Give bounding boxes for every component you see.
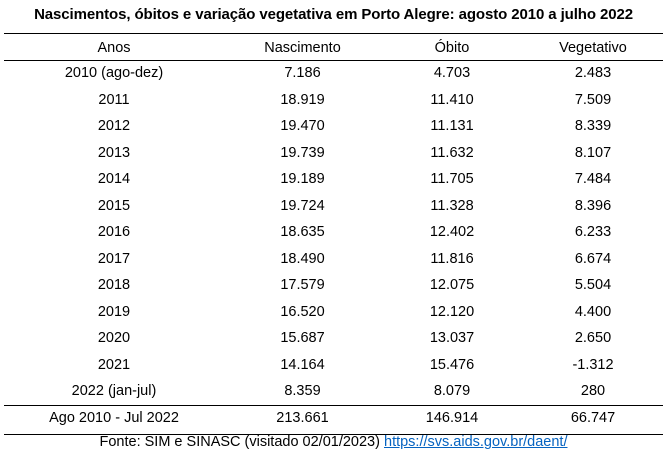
table-row: 2018 17.579 12.075 5.504: [4, 272, 663, 299]
total-births: 213.661: [276, 410, 329, 426]
cell-year: 2016: [97, 224, 131, 241]
cell-year: 2022 (jan-jul): [71, 383, 157, 400]
cell-births: 19.189: [280, 171, 325, 188]
cell-vegetative: 280: [580, 383, 606, 400]
cell-deaths: 15.476: [429, 356, 475, 373]
table-row: 2011 18.919 11.410 7.509: [4, 87, 663, 114]
header-row: Anos Nascimento Óbito Vegetativo: [4, 35, 663, 60]
total-vegetative: 66.747: [570, 410, 616, 426]
cell-deaths: 11.328: [430, 197, 474, 214]
cell-vegetative: 5.504: [574, 277, 612, 294]
cell-deaths: 12.075: [429, 277, 475, 294]
table-row: 2022 (jan-jul) 8.359 8.079 280: [4, 378, 663, 405]
cell-deaths: 4.703: [433, 65, 471, 82]
cell-deaths: 12.402: [429, 224, 475, 241]
cell-deaths: 13.037: [429, 330, 475, 347]
header-births: Nascimento: [264, 39, 341, 56]
cell-births: 18.919: [280, 91, 325, 108]
table-row: 2013 19.739 11.632 8.107: [4, 140, 663, 167]
births-deaths-table: Anos Nascimento Óbito Vegetativo 2010 (a…: [4, 35, 663, 432]
cell-vegetative: 6.233: [574, 224, 612, 241]
total-deaths: 146.914: [425, 410, 479, 426]
table-row: 2020 15.687 13.037 2.650: [4, 325, 663, 352]
cell-births: 15.687: [280, 330, 325, 347]
cell-births: 16.520: [280, 303, 325, 320]
table-row: 2012 19.470 11.131 8.339: [4, 113, 663, 140]
table-row: 2014 19.189 11.705 7.484: [4, 166, 663, 193]
cell-vegetative: 8.339: [574, 118, 612, 135]
cell-vegetative: 2.483: [574, 65, 612, 82]
cell-deaths: 11.632: [430, 144, 474, 161]
header-rule: [4, 60, 663, 61]
cell-vegetative: 8.107: [574, 144, 612, 161]
cell-year: 2014: [97, 171, 131, 188]
cell-deaths: 12.120: [429, 303, 475, 320]
cell-year: 2013: [97, 144, 131, 161]
source-note: Fonte: SIM e SINASC (visitado 02/01/2023…: [0, 434, 667, 450]
header-deaths: Óbito: [434, 39, 470, 56]
top-rule: [4, 33, 663, 34]
header-vegetative: Vegetativo: [559, 39, 627, 56]
total-label: Ago 2010 - Jul 2022: [49, 410, 179, 426]
total-row: Ago 2010 - Jul 2022 213.661 146.914 66.7…: [4, 405, 663, 432]
table-title: Nascimentos, óbitos e variação vegetativ…: [34, 6, 633, 23]
total-bottom-rule: [4, 434, 663, 435]
cell-year: 2019: [97, 303, 131, 320]
cell-births: 17.579: [280, 277, 325, 294]
table-row: 2016 18.635 12.402 6.233: [4, 219, 663, 246]
cell-year: 2012: [97, 118, 131, 135]
cell-year: 2010 (ago-dez): [64, 65, 164, 82]
cell-vegetative: 7.509: [574, 91, 612, 108]
cell-births: 19.739: [280, 144, 325, 161]
table-row: 2017 18.490 11.816 6.674: [4, 246, 663, 273]
table-body: 2010 (ago-dez) 7.186 4.703 2.483 2011 18.919 1…: [4, 60, 663, 405]
header-years: Anos: [97, 39, 131, 56]
cell-births: 14.164: [280, 356, 325, 373]
cell-births: 19.724: [280, 197, 325, 214]
cell-births: 8.359: [284, 383, 321, 400]
cell-births: 19.470: [280, 118, 325, 135]
cell-deaths: 11.816: [430, 250, 474, 267]
cell-vegetative: 6.674: [574, 250, 612, 267]
cell-deaths: 11.705: [430, 171, 474, 188]
cell-births: 18.490: [280, 250, 325, 267]
table-row: 2010 (ago-dez) 7.186 4.703 2.483: [4, 60, 663, 87]
total-top-rule: [4, 405, 663, 406]
source-text: Fonte: SIM e SINASC (visitado 02/01/2023…: [99, 434, 380, 450]
cell-vegetative: 2.650: [574, 330, 612, 347]
cell-deaths: 11.131: [430, 118, 474, 135]
table-row: 2021 14.164 15.476 -1.312: [4, 352, 663, 379]
cell-vegetative: 8.396: [574, 197, 612, 214]
cell-vegetative: -1.312: [572, 356, 614, 373]
cell-vegetative: 4.400: [574, 303, 612, 320]
table-row: 2019 16.520 12.120 4.400: [4, 299, 663, 326]
cell-year: 2020: [97, 330, 131, 347]
cell-year: 2018: [97, 277, 131, 294]
cell-deaths: 8.079: [433, 383, 471, 400]
cell-year: 2017: [97, 250, 131, 267]
cell-year: 2011: [98, 91, 130, 108]
cell-births: 18.635: [280, 224, 325, 241]
source-link[interactable]: https://svs.aids.gov.br/daent/: [384, 434, 568, 450]
cell-vegetative: 7.484: [574, 171, 612, 188]
cell-births: 7.186: [284, 65, 321, 82]
table-row: 2015 19.724 11.328 8.396: [4, 193, 663, 220]
cell-year: 2021: [97, 356, 131, 373]
cell-year: 2015: [97, 197, 131, 214]
cell-deaths: 11.410: [430, 91, 474, 108]
